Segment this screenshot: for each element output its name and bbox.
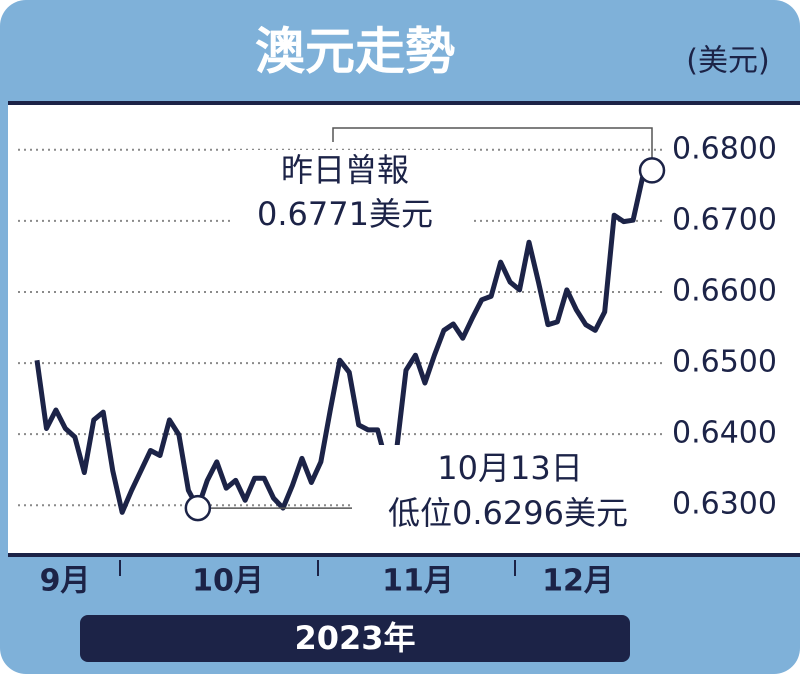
- chart-title: 澳元走勢: [255, 23, 455, 81]
- label-bg: [352, 445, 662, 540]
- price-line: [34, 168, 654, 515]
- unit-label: (美元): [686, 44, 769, 79]
- y-tick-label: 0.6400: [672, 416, 777, 451]
- y-tick-label: 0.6800: [672, 131, 777, 166]
- y-tick-label: 0.6300: [672, 487, 777, 522]
- x-tick-label: 9月: [40, 564, 91, 599]
- high-marker: [638, 157, 666, 184]
- x-tick-label: 10月: [192, 564, 264, 599]
- annotation: 低位0.6296美元: [388, 494, 628, 532]
- annotation: 0.6771美元: [257, 195, 433, 233]
- label-bg: [230, 150, 470, 240]
- low-marker: [184, 494, 212, 522]
- annotation: 昨日曾報: [281, 151, 409, 189]
- year-label: 2023年: [294, 619, 415, 657]
- x-tick-label: 11月: [382, 564, 454, 599]
- y-tick-label: 0.6700: [672, 202, 777, 237]
- year-bar: [80, 615, 630, 662]
- x-tick-label: 12月: [542, 564, 614, 599]
- y-tick-label: 0.6500: [672, 345, 777, 380]
- callout-bracket: [332, 127, 653, 159]
- y-tick-label: 0.6600: [672, 273, 777, 308]
- annotation: 10月13日: [437, 449, 582, 487]
